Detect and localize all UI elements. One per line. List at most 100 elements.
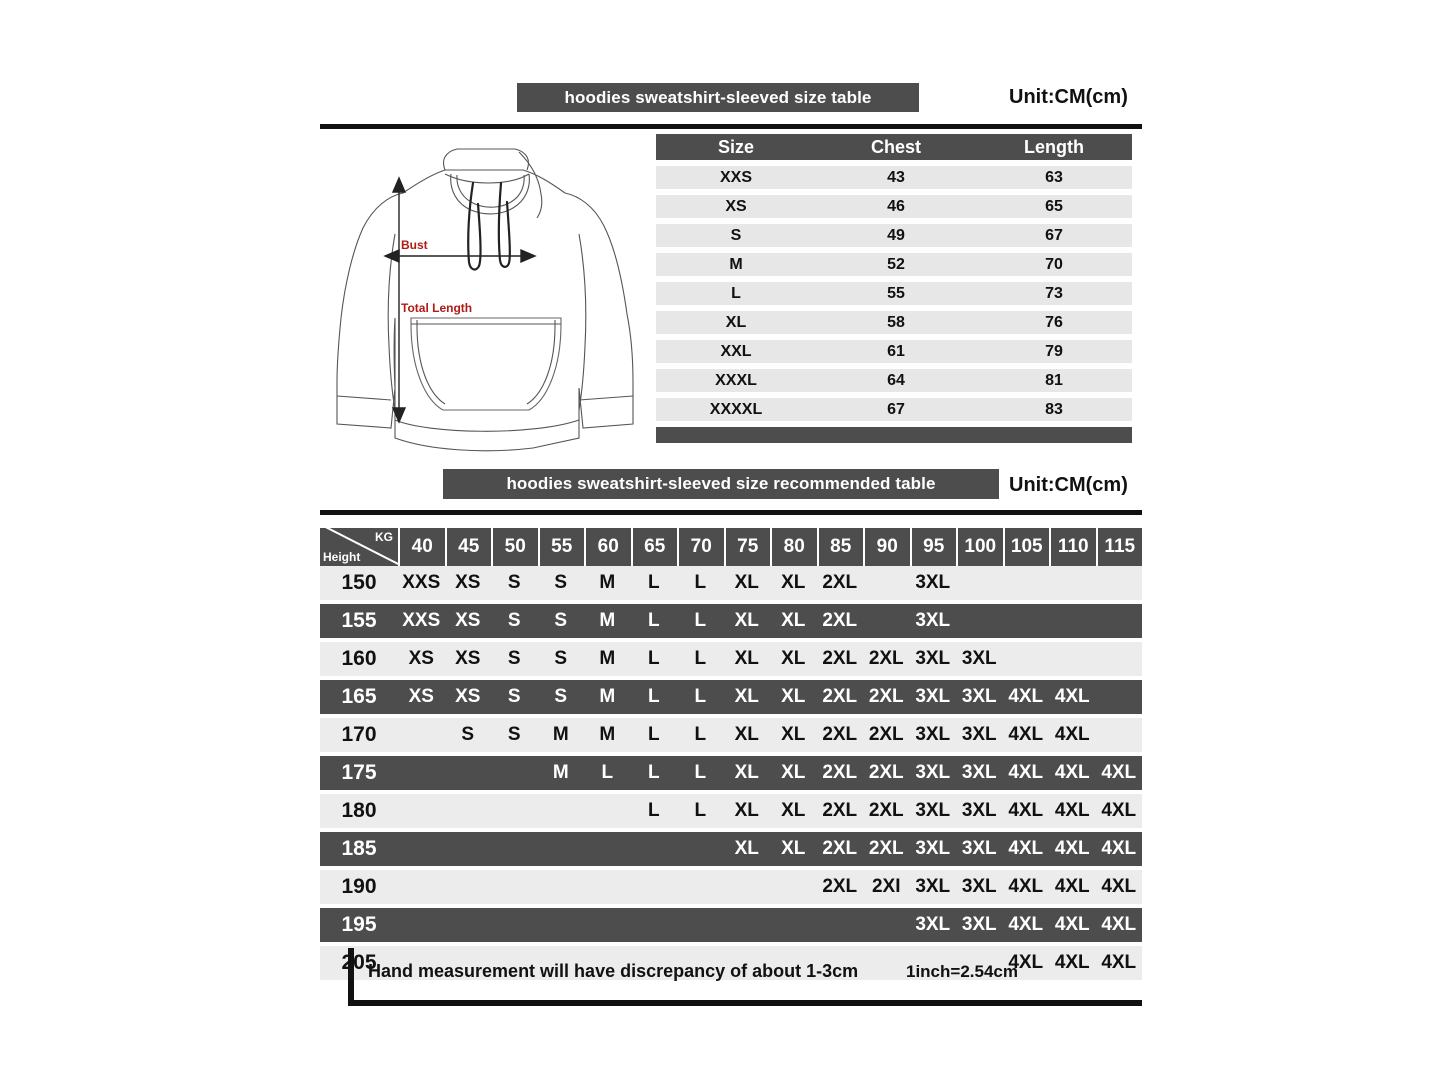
- recommend-size-cell: XL: [734, 648, 759, 669]
- recommend-size-cell: XL: [734, 838, 759, 859]
- cell-size: M: [729, 255, 743, 273]
- column-header-chest: Chest: [870, 136, 921, 157]
- height-axis-label: Height: [323, 550, 361, 564]
- recommend-size-cell: 3XL: [961, 914, 997, 935]
- cell-length: 63: [1045, 168, 1063, 186]
- recommend-size-cell: 4XL: [1101, 762, 1137, 783]
- recommend-size-cell: 2XL: [822, 724, 858, 745]
- weight-column-header: 100: [956, 528, 1003, 566]
- recommend-size-cell: L: [694, 724, 707, 745]
- recommend-size-cell: L: [694, 572, 707, 593]
- recommend-size-cell: 4XL: [1008, 800, 1044, 821]
- row-separator: [320, 980, 1142, 984]
- recommend-size-cell: XL: [781, 724, 806, 745]
- cell-length: 81: [1045, 371, 1063, 389]
- cell-length: 83: [1045, 400, 1063, 418]
- weight-column-header: 45: [444, 528, 491, 566]
- size-table-footer-bar: [656, 427, 1132, 443]
- recommend-size-cell: 3XL: [915, 762, 951, 783]
- recommend-size-cell: XL: [781, 648, 806, 669]
- row-separator: [320, 600, 1142, 604]
- cell-chest: 43: [887, 168, 905, 186]
- cell-chest: 46: [887, 197, 905, 215]
- size-table-title-banner: hoodies sweatshirt-sleeved size table: [517, 83, 919, 112]
- weight-column-header: 60: [584, 528, 631, 566]
- recommend-size-cell: 3XL: [961, 838, 997, 859]
- height-row-header: 190: [341, 875, 377, 898]
- recommend-size-cell: XL: [781, 838, 806, 859]
- recommend-size-cell: M: [599, 724, 616, 745]
- recommend-size-cell: L: [694, 686, 707, 707]
- recommend-size-cell: XS: [408, 648, 434, 669]
- recommend-size-cell: 2XL: [822, 572, 858, 593]
- cell-size: XL: [725, 313, 747, 331]
- recommend-size-cell: M: [599, 648, 616, 669]
- cell-size: S: [730, 226, 742, 244]
- recommend-size-cell: XL: [734, 800, 759, 821]
- height-row-header: 170: [341, 723, 377, 746]
- recommend-size-cell: L: [694, 762, 707, 783]
- inch-conversion-note: 1inch=2.54cm: [906, 962, 1018, 981]
- recommend-size-cell: 4XL: [1008, 838, 1044, 859]
- note-bottom-border: [348, 1000, 1142, 1006]
- recommend-size-cell: 2XL: [822, 648, 858, 669]
- recommend-size-cell: XL: [781, 762, 806, 783]
- weight-column-header: 85: [816, 528, 863, 566]
- weight-column-header: 110: [1049, 528, 1096, 566]
- recommend-size-cell: L: [647, 724, 660, 745]
- cell-chest: 67: [887, 400, 905, 418]
- recommend-size-cell: 2XL: [822, 876, 858, 897]
- row-separator: [320, 752, 1142, 756]
- row-separator: [320, 866, 1142, 870]
- recommend-table-header-row: KG Height 40 45 50 55 60 65 70 75 80 85 …: [320, 528, 1142, 566]
- cell-length: 70: [1045, 255, 1063, 273]
- cell-chest: 55: [887, 284, 905, 302]
- recommend-size-cell: 2XL: [868, 686, 904, 707]
- weight-column-header: 65: [630, 528, 677, 566]
- table-row: XL 58 76: [656, 311, 1132, 334]
- recommend-size-cell: 2XL: [822, 610, 858, 631]
- weight-column-header: 115: [1095, 528, 1142, 566]
- row-separator: [320, 828, 1142, 832]
- weight-column-header: 75: [723, 528, 770, 566]
- row-separator: [320, 638, 1142, 642]
- footer-note: Hand measurement will have discrepancy o…: [348, 948, 1142, 1010]
- height-row-header: 180: [341, 799, 377, 822]
- recommend-size-cell: M: [552, 724, 569, 745]
- recommend-size-cell: L: [694, 648, 707, 669]
- cell-chest: 49: [887, 226, 905, 244]
- recommend-size-cell: XL: [781, 686, 806, 707]
- recommend-size-cell: M: [552, 762, 569, 783]
- recommend-size-cell: XL: [781, 800, 806, 821]
- recommend-size-cell: L: [647, 572, 660, 593]
- recommend-size-cell: 4XL: [1101, 952, 1137, 973]
- recommend-size-cell: 4XL: [1008, 914, 1044, 935]
- recommend-table-row: 180 L L XL XL 2XL 2XL 3XL 3XL 4XL 4XL 4XL: [320, 794, 1142, 828]
- recommend-size-cell: 2XL: [822, 800, 858, 821]
- total-length-label: Total Length: [401, 301, 473, 315]
- recommend-size-cell: 4XL: [1054, 914, 1090, 935]
- recommend-size-cell: XS: [455, 572, 481, 593]
- recommend-size-cell: L: [601, 762, 614, 783]
- recommend-size-cell: M: [599, 610, 616, 631]
- height-row-header: 175: [341, 761, 377, 784]
- hoodie-svg: [336, 148, 634, 452]
- table-row: XXS 43 63: [656, 166, 1132, 189]
- recommend-size-cell: S: [461, 724, 475, 745]
- recommend-size-cell: 4XL: [1008, 686, 1044, 707]
- recommend-size-cell: XXS: [402, 572, 441, 593]
- recommend-size-cell: XL: [734, 762, 759, 783]
- cell-chest: 58: [887, 313, 905, 331]
- row-separator: [320, 904, 1142, 908]
- recommend-table-row: 195 3XL 3XL 4XL 4XL 4XL: [320, 908, 1142, 942]
- recommend-size-cell: XS: [455, 648, 481, 669]
- height-row-header: 150: [341, 571, 377, 594]
- note-left-border: [348, 948, 354, 1006]
- table-row: L 55 73: [656, 282, 1132, 305]
- recommend-size-cell: 3XL: [961, 724, 997, 745]
- table-row: M 52 70: [656, 253, 1132, 276]
- recommend-size-cell: S: [554, 686, 568, 707]
- height-row-header: 160: [341, 647, 377, 670]
- recommend-size-cell: 2XL: [868, 648, 904, 669]
